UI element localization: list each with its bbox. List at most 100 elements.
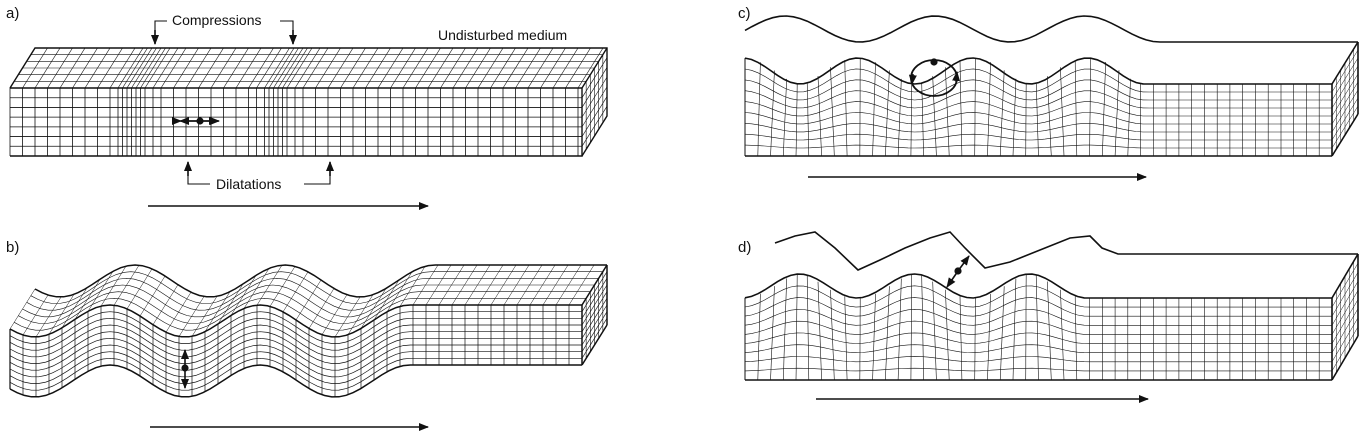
grid-line [9, 357, 582, 391]
grid-line [744, 297, 1332, 317]
particle-dot [181, 364, 189, 372]
grid-line [399, 266, 426, 307]
compressions-bracket [280, 20, 294, 42]
grid-line [945, 67, 950, 157]
grid-line [1060, 67, 1065, 157]
grid-line [568, 264, 595, 306]
block-outline [581, 47, 608, 89]
grid-line [1331, 290, 1359, 335]
grid-line [1047, 281, 1052, 381]
grid-line [744, 68, 1332, 93]
grid-line [1035, 275, 1039, 381]
grid-line [581, 278, 608, 319]
grid-line [872, 62, 876, 157]
grid-line [744, 90, 1332, 109]
grid-line [959, 296, 963, 381]
grid-line [308, 288, 335, 329]
grid-line [974, 297, 976, 381]
grid-line [959, 60, 963, 157]
panel-a-p-wave-block [9, 20, 608, 210]
panel-c-label: c) [738, 5, 751, 22]
block-outline [744, 57, 1332, 85]
panel-a-label: a) [6, 5, 19, 22]
block-outline [1331, 113, 1359, 157]
grid-line [269, 266, 296, 307]
grid-line [581, 96, 608, 137]
grid-line [9, 288, 36, 330]
grid-line [1331, 57, 1359, 101]
grid-line [464, 264, 491, 306]
grid-line [126, 268, 153, 310]
grid-line [1114, 70, 1120, 157]
grid-line [921, 275, 924, 381]
grid-line [555, 264, 582, 306]
grid-line [9, 317, 582, 351]
block-outline [34, 264, 607, 298]
grid-line [581, 284, 608, 326]
grid-line [885, 286, 890, 381]
grid-line [1331, 105, 1359, 149]
grid-line [897, 78, 902, 157]
grid-line [770, 286, 775, 381]
far-edge-outline [744, 15, 1358, 43]
grid-line [1047, 76, 1052, 157]
grid-line [795, 83, 798, 157]
grid-line [744, 122, 1332, 133]
grid-line [14, 297, 587, 331]
grid-line [581, 311, 608, 352]
grid-line [872, 293, 876, 381]
grid-line [817, 75, 822, 157]
grid-line [1089, 58, 1091, 157]
block-outline [9, 304, 582, 338]
grid-line [987, 62, 991, 157]
grid-line [516, 264, 543, 306]
grid-line [757, 293, 761, 381]
grid-line [113, 265, 140, 306]
grid-line [1331, 73, 1359, 117]
grid-line [806, 82, 810, 157]
grid-line [22, 294, 49, 336]
grid-line [932, 281, 937, 381]
block-outline [1331, 335, 1359, 381]
grid-line [9, 331, 582, 364]
dilatations-label: Dilatations [216, 176, 281, 192]
grid-line [74, 279, 101, 320]
grid-line [581, 298, 608, 339]
grid-line [1331, 317, 1359, 362]
compressions-bracket [154, 20, 167, 42]
grid-line [1331, 308, 1359, 353]
grid-line [1025, 274, 1027, 381]
grid-line [438, 264, 465, 306]
grid-line [844, 296, 848, 381]
grid-line [770, 70, 775, 157]
grid-line [334, 296, 361, 338]
grid-line [503, 264, 530, 306]
grid-line [999, 286, 1005, 381]
panel-b-label: b) [6, 239, 19, 256]
grid-line [217, 283, 244, 325]
grid-line [1331, 49, 1359, 93]
grid-line [783, 78, 787, 157]
grid-line [256, 264, 283, 306]
grid-line [932, 76, 937, 157]
grid-line [1060, 289, 1065, 381]
compressions-label: Compressions [172, 12, 261, 28]
grid-line [581, 67, 608, 108]
grid-line [744, 308, 1332, 326]
grid-line [1331, 81, 1359, 125]
grid-line [347, 294, 374, 335]
grid-line [9, 324, 582, 358]
grid-line [321, 294, 348, 335]
grid-line [830, 67, 835, 157]
grid-line [581, 271, 608, 312]
block-outline [1331, 253, 1359, 299]
grid-line [1331, 326, 1359, 372]
grid-line [1331, 281, 1359, 326]
grid-line [243, 268, 270, 309]
grid-line [783, 278, 787, 381]
grid-line [386, 271, 413, 313]
grid-line [230, 275, 257, 316]
grid-line [1331, 65, 1359, 109]
grid-line [152, 284, 179, 325]
